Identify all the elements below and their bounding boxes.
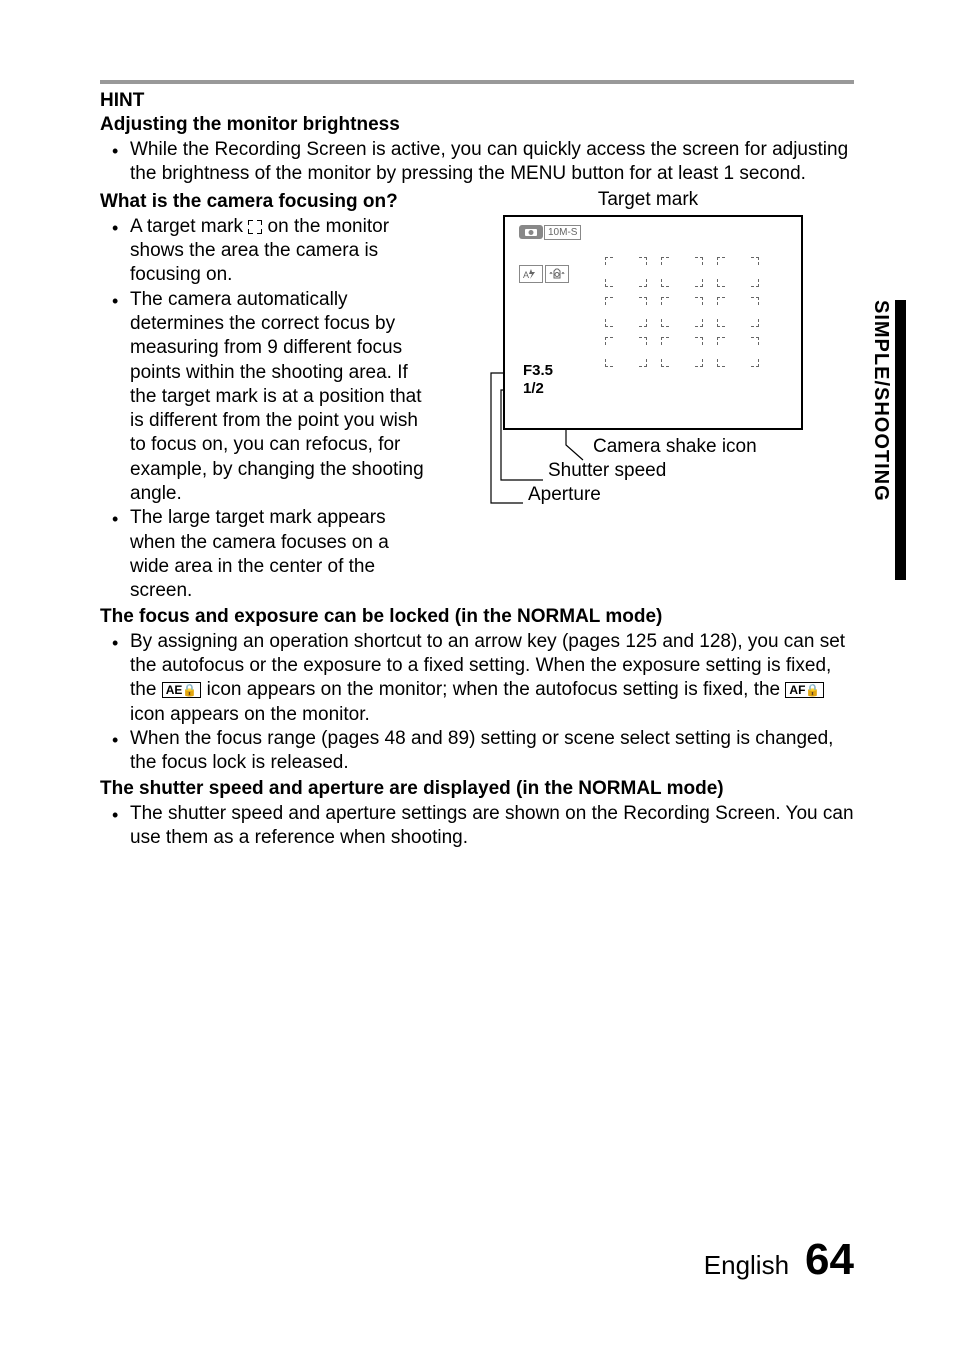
bullet-item: The camera automatically determines the …: [130, 288, 430, 507]
af-lock-icon: AF🔒: [785, 682, 824, 698]
focus-point: [605, 257, 647, 287]
camera-shake-icon: [545, 265, 569, 283]
bullet-item: While the Recording Screen is active, yo…: [130, 138, 854, 187]
body-text: icon appears on the monitor.: [130, 704, 370, 725]
resolution-badge: 10M-S: [544, 225, 581, 240]
section-title: Adjusting the monitor brightness: [100, 114, 854, 136]
bullet-item: A target mark on the monitor shows the a…: [130, 215, 430, 288]
focus-point: [717, 297, 759, 327]
diagram-callouts: Camera shake icon Shutter speed Aperture: [523, 436, 813, 506]
bullet-item: When the focus range (pages 48 and 89) s…: [130, 727, 854, 776]
focus-point: [661, 297, 703, 327]
body-text: icon appears on the monitor; when the au…: [201, 679, 785, 700]
page-number: 64: [805, 1235, 854, 1285]
body-text: The shutter speed and aperture settings …: [130, 803, 854, 848]
body-text: A target mark: [130, 216, 248, 237]
camera-screen-diagram: 10M-S A: [483, 215, 813, 506]
callout-label: Camera shake icon: [593, 436, 813, 458]
mode-badge-row: 10M-S: [519, 225, 581, 240]
focus-point: [661, 337, 703, 367]
focus-point: [605, 297, 647, 327]
aperture-value: F3.5: [523, 362, 553, 379]
callout-label: Aperture: [528, 484, 813, 506]
left-column: What is the camera focusing on? A target…: [100, 189, 430, 604]
footer-language: English: [704, 1250, 789, 1281]
body-text: The large target mark appears when the c…: [130, 507, 389, 601]
side-tab-label: SIMPLE/SHOOTING: [869, 300, 892, 502]
shutter-value: 1/2: [523, 380, 544, 397]
focus-point: [717, 337, 759, 367]
side-tab-marker: [895, 300, 906, 580]
body-text: The camera automatically determines the …: [130, 289, 424, 505]
target-mark-icon: [248, 220, 262, 234]
focus-point: [717, 257, 759, 287]
focus-point-grid: [605, 257, 785, 377]
page-footer: English 64: [704, 1235, 854, 1285]
focus-point: [661, 257, 703, 287]
status-icon-row: A: [519, 265, 569, 283]
divider: [100, 80, 854, 84]
bullet-list: By assigning an operation shortcut to an…: [100, 630, 854, 776]
camera-mode-icon: [519, 225, 543, 239]
svg-text:A: A: [523, 270, 529, 280]
two-column-layout: What is the camera focusing on? A target…: [100, 189, 854, 604]
document-page: HINT Adjusting the monitor brightness Wh…: [0, 0, 954, 890]
bullet-item: The large target mark appears when the c…: [130, 506, 430, 603]
bullet-list: The shutter speed and aperture settings …: [100, 802, 854, 851]
section-title: What is the camera focusing on?: [100, 191, 430, 213]
ae-lock-icon: AE🔒: [162, 682, 202, 698]
section-title: The focus and exposure can be locked (in…: [100, 606, 854, 628]
section-title: The shutter speed and aperture are displ…: [100, 778, 854, 800]
bullet-item: The shutter speed and aperture settings …: [130, 802, 854, 851]
body-text: While the Recording Screen is active, yo…: [130, 139, 848, 184]
side-tab: SIMPLE/SHOOTING: [878, 300, 906, 580]
hint-label: HINT: [100, 90, 854, 112]
bullet-list: A target mark on the monitor shows the a…: [100, 215, 430, 604]
focus-point: [605, 337, 647, 367]
bullet-item: By assigning an operation shortcut to an…: [130, 630, 854, 727]
flash-auto-icon: A: [519, 265, 543, 283]
callout-label: Shutter speed: [548, 460, 813, 482]
diagram-label: Target mark: [442, 189, 854, 211]
bullet-list: While the Recording Screen is active, yo…: [100, 138, 854, 187]
body-text: When the focus range (pages 48 and 89) s…: [130, 728, 833, 773]
right-column: Target mark 10M-S: [442, 189, 854, 604]
camera-screen: 10M-S A: [503, 215, 803, 430]
